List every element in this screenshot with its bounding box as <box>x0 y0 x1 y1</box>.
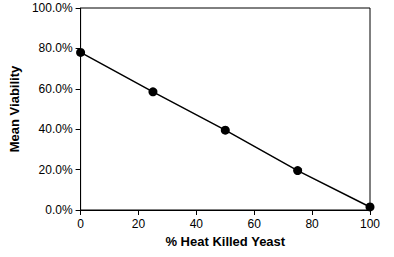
svg-text:20.0%: 20.0% <box>39 163 73 177</box>
svg-text:100: 100 <box>360 217 380 231</box>
svg-text:Mean Viability: Mean Viability <box>7 65 22 152</box>
svg-text:100.0%: 100.0% <box>32 1 73 15</box>
svg-text:60: 60 <box>248 217 262 231</box>
svg-text:60.0%: 60.0% <box>39 82 73 96</box>
svg-text:20: 20 <box>132 217 146 231</box>
svg-text:80: 80 <box>305 217 319 231</box>
svg-text:0: 0 <box>77 217 84 231</box>
svg-text:% Heat Killed Yeast: % Heat Killed Yeast <box>165 234 285 249</box>
svg-text:80.0%: 80.0% <box>39 41 73 55</box>
svg-text:40: 40 <box>190 217 204 231</box>
svg-text:40.0%: 40.0% <box>39 122 73 136</box>
svg-text:0.0%: 0.0% <box>45 203 73 217</box>
